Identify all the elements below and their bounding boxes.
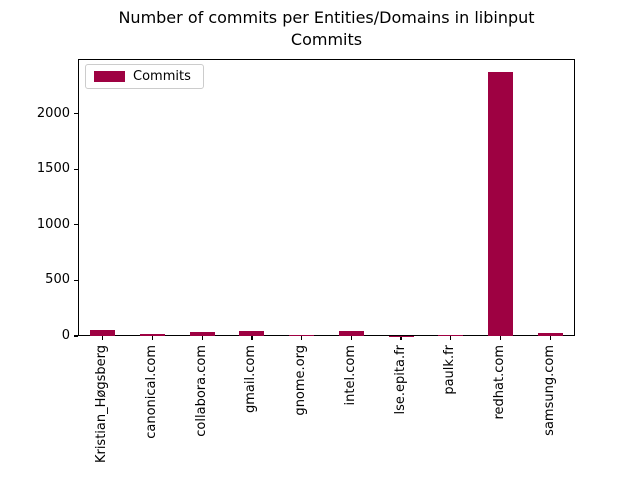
y-tick-mark	[74, 112, 78, 115]
chart-title-block: Number of commits per Entities/Domains i…	[78, 7, 575, 51]
y-tick-label: 1500	[36, 161, 70, 177]
bar-intel-com	[338, 331, 364, 336]
y-tick-label: 2000	[36, 105, 70, 121]
x-tick-mark	[251, 336, 253, 340]
bar-gnome-org	[289, 334, 315, 336]
bar-canonical-com	[140, 334, 166, 336]
x-tick-label: Kristian_Høgsberg	[94, 345, 110, 464]
x-tick-label: intel.com	[342, 345, 358, 406]
y-tick-label: 500	[45, 272, 70, 288]
x-tick-mark	[450, 336, 452, 340]
bar-collabora-com	[189, 332, 215, 336]
legend: Commits	[85, 64, 204, 89]
x-tick-mark	[201, 336, 203, 340]
bar-gmail-com	[239, 330, 265, 336]
x-tick-mark	[301, 336, 303, 340]
x-tick-label: gmail.com	[243, 345, 259, 414]
x-tick-label: samsung.com	[541, 345, 557, 436]
bar-redhat-com	[487, 72, 513, 336]
y-tick-mark	[74, 224, 78, 226]
x-tick-label: redhat.com	[491, 345, 507, 420]
x-tick-mark	[151, 336, 154, 340]
x-tick-mark	[400, 336, 402, 340]
x-tick-mark	[350, 336, 352, 340]
bar-kristian-h-gsberg	[90, 329, 116, 336]
chart-subtitle: Commits	[290, 30, 363, 49]
chart-title: Number of commits per Entities/Domains i…	[118, 8, 535, 27]
legend-swatch-icon	[94, 71, 125, 82]
bar-paulk-fr	[438, 334, 464, 336]
x-tick-label: lse.epita.fr	[392, 345, 408, 415]
y-tick-mark	[74, 168, 78, 170]
x-tick-label: paulk.fr	[442, 345, 458, 395]
legend-label: Commits	[133, 69, 191, 84]
bar-samsung-com	[537, 333, 563, 336]
x-tick-mark	[499, 336, 502, 340]
y-tick-mark	[74, 335, 78, 337]
x-tick-mark	[549, 336, 551, 340]
x-tick-label: collabora.com	[193, 345, 209, 437]
x-tick-label: canonical.com	[144, 345, 160, 439]
y-tick-label: 1000	[36, 216, 70, 232]
x-tick-mark	[102, 336, 104, 340]
y-tick-mark	[74, 279, 78, 281]
y-tick-label: 0	[61, 328, 70, 343]
x-tick-label: gnome.org	[293, 345, 309, 416]
